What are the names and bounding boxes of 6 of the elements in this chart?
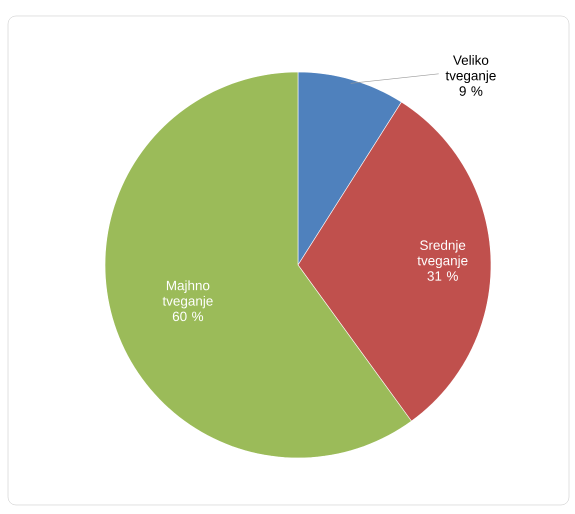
slice-label: Veliko tveganje: [446, 55, 496, 84]
slice-label: Srednje tveganje: [417, 240, 468, 268]
data-label: 60 %: [172, 312, 204, 322]
slice-label: Majhno tveganje: [162, 280, 213, 308]
data-label: 31 %: [427, 271, 458, 281]
data-label: 9 %: [460, 86, 482, 96]
